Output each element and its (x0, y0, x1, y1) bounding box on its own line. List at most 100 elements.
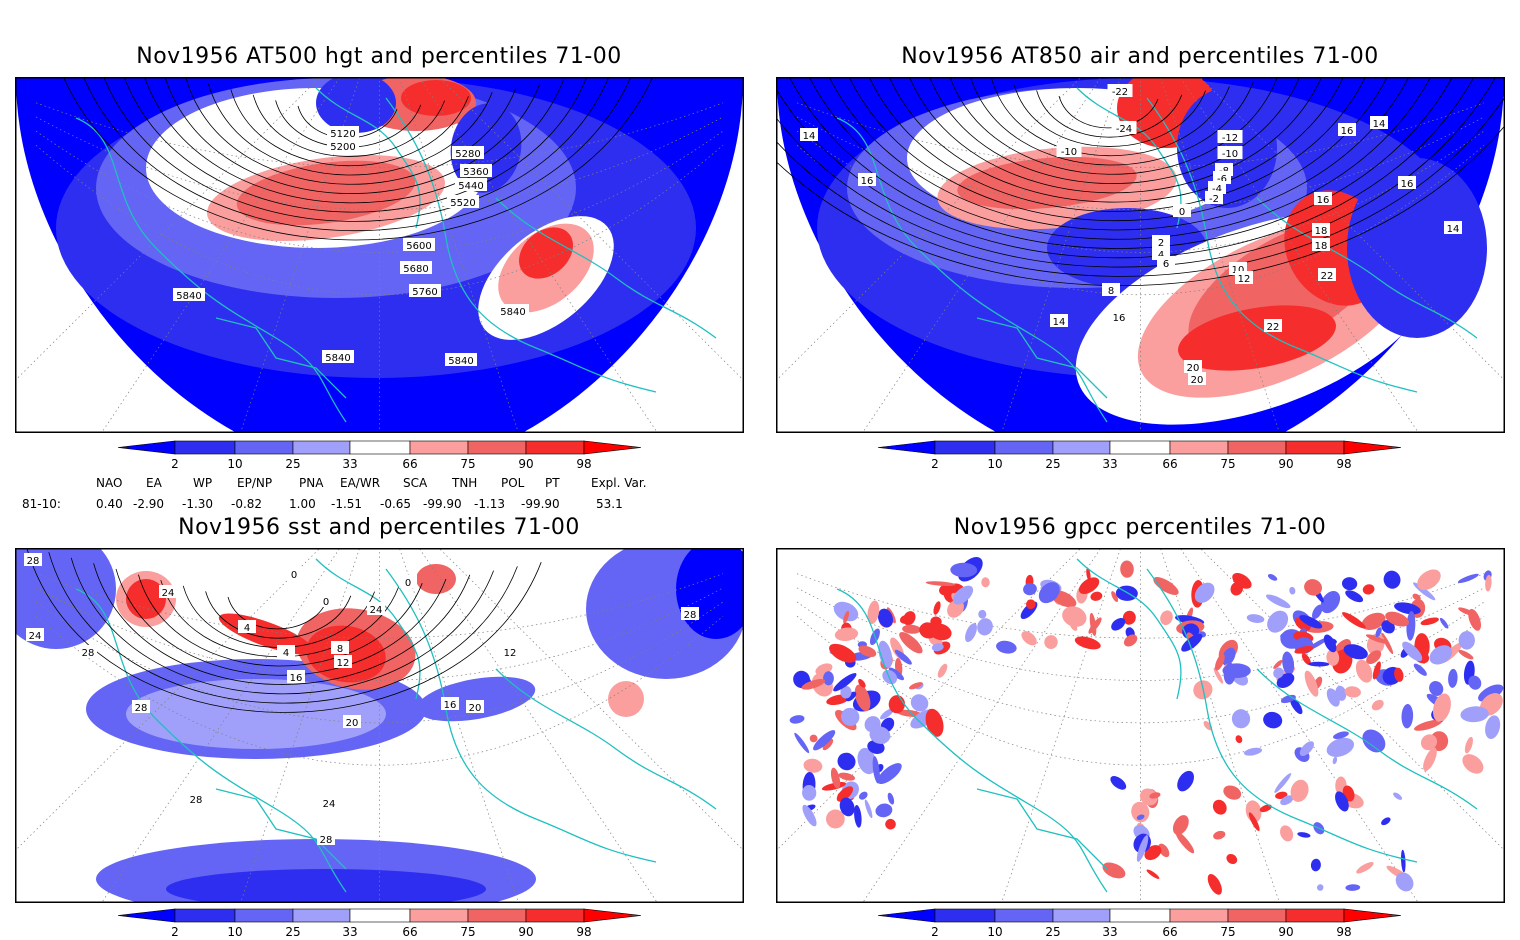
percentile-shading (1463, 736, 1474, 754)
contour-label: 14 (803, 131, 816, 142)
colorbar-segment (350, 909, 410, 922)
colorbar-tick-label: 90 (1278, 925, 1293, 939)
contour-label: 8 (337, 644, 343, 655)
colorbar-segment (526, 909, 584, 922)
contour-label: 5840 (325, 353, 350, 364)
colorbar-segment (1053, 909, 1110, 922)
colorbar-segment (995, 441, 1053, 454)
colorbar-tick-label: 33 (1102, 925, 1117, 939)
contour-label: 28 (320, 835, 333, 846)
colorbar-segment (293, 909, 350, 922)
index-value-pol: -1.13 (474, 497, 505, 511)
contour-label: 28 (190, 795, 203, 806)
contour-label: 5520 (450, 198, 475, 209)
colorbar-segment (468, 441, 526, 454)
contour-label: 16 (1113, 313, 1126, 324)
colorbar-arrow-low (118, 909, 175, 922)
contour-label: 4 (244, 623, 250, 634)
contour-label: 16 (1317, 195, 1330, 206)
contour-label: 24 (370, 605, 383, 616)
colorbar-hgt500: 2 10 25 33 66 75 90 98 (110, 438, 650, 472)
index-value-nao: 0.40 (96, 497, 123, 511)
contour-label: -24 (1116, 124, 1132, 135)
index-value-pna: 1.00 (289, 497, 316, 511)
contour-label: 28 (135, 703, 148, 714)
contour-label: 20 (346, 718, 359, 729)
colorbar-tick-label: 2 (171, 925, 179, 939)
contour-label: 18 (1315, 226, 1328, 237)
panel-title-hgt500: Nov1956 AT500 hgt and percentiles 71-00 (15, 44, 743, 69)
contour-label: 0 (291, 570, 297, 581)
colorbar-segment (1228, 441, 1286, 454)
contour-label: 14 (1373, 119, 1386, 130)
contour-label: 12 (1238, 274, 1251, 285)
contour-label: 5120 (330, 129, 355, 140)
colorbar-tick-label: 66 (1162, 925, 1177, 939)
contour-label: 0 (323, 597, 329, 608)
contour-label: 0 (1179, 207, 1185, 218)
contour-label: 22 (1267, 322, 1280, 333)
map-hgt500-svg: 5120520052805360544055205600568057605840… (16, 78, 743, 432)
contour-label: -10 (1061, 147, 1077, 158)
colorbar-segment (410, 909, 468, 922)
percentile-shading (1459, 750, 1488, 777)
colorbar-tick-label: 10 (227, 925, 242, 939)
contour-label: 5840 (500, 307, 525, 318)
colorbar-tick-label: 10 (227, 457, 242, 471)
colorbar-tick-label: 75 (460, 925, 475, 939)
colorbar-gpcc: 2 10 25 33 66 75 90 98 (870, 906, 1410, 940)
colorbar-segment (175, 441, 235, 454)
index-header-ea: EA (146, 476, 162, 490)
colorbar-tick-label: 66 (402, 457, 417, 471)
percentile-shading (857, 790, 869, 801)
colorbar-tick-label: 33 (342, 925, 357, 939)
index-header-nao: NAO (96, 476, 122, 490)
colorbar-tick-label: 25 (285, 457, 300, 471)
colorbar-tick-label: 98 (1336, 925, 1351, 939)
contour-label: 14 (1447, 224, 1460, 235)
index-header-sca: SCA (403, 476, 427, 490)
index-header-pol: POL (501, 476, 524, 490)
colorbar-tick-label: 66 (402, 925, 417, 939)
colorbar-segment (468, 909, 526, 922)
colorbar-tick-label: 90 (1278, 457, 1293, 471)
colorbar-arrow-high (1344, 441, 1401, 454)
panel-title-sst: Nov1956 sst and percentiles 71-00 (15, 515, 743, 540)
percentile-shading (1347, 158, 1487, 338)
contour-label: 20 (1187, 363, 1200, 374)
contour-label: 5840 (448, 356, 473, 367)
contour-label: 24 (29, 631, 42, 642)
percentile-shading (608, 681, 644, 717)
index-row-label: 81-10: (22, 497, 61, 511)
index-header-explvar: Expl. Var. (591, 476, 647, 490)
contour-label: -22 (1112, 87, 1128, 98)
contour-label: 5600 (406, 241, 431, 252)
contour-label: 5440 (458, 181, 483, 192)
colorbar-segment (1286, 909, 1344, 922)
contour-label: -10 (1222, 149, 1238, 160)
contour-label: 16 (1401, 179, 1414, 190)
colorbar-tick-label: 2 (171, 457, 179, 471)
index-value-eawr: -1.51 (331, 497, 362, 511)
colorbar-segment (995, 909, 1053, 922)
colorbar-tick-label: 2 (931, 925, 939, 939)
index-value-tnh: -99.90 (423, 497, 462, 511)
colorbar-segment (350, 441, 410, 454)
index-header-epnp: EP/NP (237, 476, 272, 490)
panel-title-gpcc: Nov1956 gpcc percentiles 71-00 (776, 515, 1504, 540)
colorbar-segment (175, 909, 235, 922)
contour-label: 5280 (455, 149, 480, 160)
colorbar-tick-label: 10 (987, 925, 1002, 939)
contour-label: 12 (337, 658, 350, 669)
map-gpcc-svg (777, 549, 1504, 902)
contour-label: 28 (27, 556, 40, 567)
percentile-shading (1355, 860, 1375, 876)
colorbar-segment (1110, 909, 1170, 922)
map-air850: -22-24-12-10-10-8-6-4-202468101214141414… (776, 77, 1505, 433)
colorbar-tick-label: 75 (1220, 925, 1235, 939)
index-header-tnh: TNH (452, 476, 477, 490)
contour-label: -2 (1209, 194, 1219, 205)
contour-label: 24 (162, 588, 175, 599)
map-sst: 28 24 24 28 28 0 0 0 4 4 8 12 16 20 24 28 28 12 16 20 24 28 (15, 548, 744, 903)
colorbar-sst: 2 10 25 33 66 75 90 98 (110, 906, 650, 940)
